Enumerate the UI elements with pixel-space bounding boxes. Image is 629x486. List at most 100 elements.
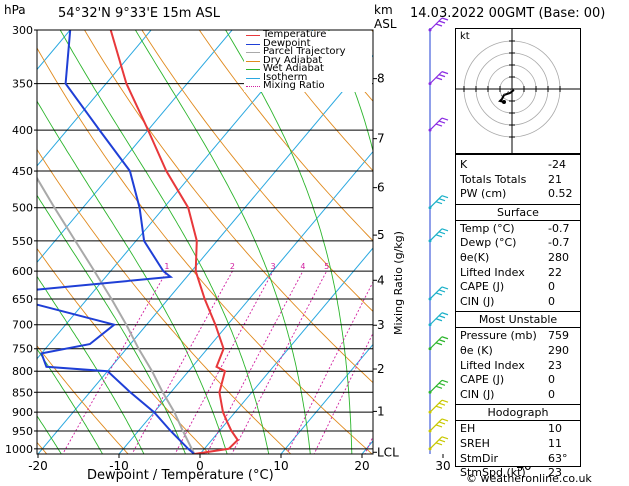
legend-label: Wet Adiabat [263,63,324,74]
pressure-tick-label: 1000 [5,443,33,456]
pressure-tick-label: 500 [12,202,33,215]
temperature-profile [109,30,240,454]
wind-barb [428,418,449,433]
pressure-tick-label: 350 [12,78,33,91]
hodograph-panel: kt [455,28,581,154]
isotherm-line [37,30,233,264]
pressure-tick-label: 750 [12,343,33,356]
row-value: 21 [548,172,562,186]
pressure-tick-label: 800 [12,365,33,378]
table-row: Temp (°C) -0.7 [456,221,580,236]
wind-barb [428,399,449,414]
section-header: Surface [456,203,580,221]
legend-swatch [246,52,260,53]
mixing-ratio-label: 5 [324,262,329,271]
temperature-tick-label: 10 [273,459,288,473]
mixing-ratio-axis-label: Mixing Ratio (g/kg) [392,231,405,335]
row-key: θe(K) [460,251,490,264]
pressure-tick-label: 700 [12,319,33,332]
table-row: CAPE (J) 0 [456,372,580,387]
row-key: PW (cm) [460,187,507,201]
table-row: StmDir 63° [456,451,580,466]
dry-adiabat-line [37,247,211,454]
table-row: K -24 [456,157,580,172]
legend-label: Dewpoint [263,37,311,49]
dewpoint-profile [37,30,195,454]
dry-adiabat-line [198,30,373,242]
row-key: K [460,158,468,171]
plot-frame [36,29,374,455]
table-row: CIN (J) 0 [456,387,580,402]
km-tick-label: 7 [377,132,385,146]
legend-item: Mixing Ratio [244,81,372,91]
mixing-ratio-label: 1 [164,262,169,271]
mixing-ratio-line [131,270,233,454]
legend-label: Temperature [263,29,327,40]
mixing-ratio-line [206,270,304,454]
wind-barb [428,195,449,210]
parcel-trajectory [37,176,196,454]
row-value: 0 [548,373,555,387]
row-value: 0 [548,280,555,294]
row-key: CAPE (J) [460,373,505,387]
pressure-tick-label: 300 [12,24,33,37]
legend-item: Wet Adiabat [244,63,372,74]
wind-barb [428,71,449,86]
temperature-tick-label: -10 [109,459,129,473]
row-key: StmDir [460,451,499,465]
table-row: Dewp (°C) -0.7 [456,235,580,250]
row-value: -0.7 [548,236,570,250]
mixing-ratio-line [364,435,373,454]
temperature-tick-label: -20 [28,459,48,473]
pressure-tick-label: 650 [12,293,33,306]
wet-adiabat-line [413,0,451,466]
row-key: Totals Totals [460,172,527,186]
row-value: 0 [548,294,555,308]
legend-item: Isotherm [244,72,372,83]
row-key: Temp (°C) [460,221,515,235]
pressure-tick-label: 600 [12,265,33,278]
wind-barb [428,228,449,243]
legend-swatch [246,60,260,62]
km-label: km [374,3,393,17]
wind-barbs [428,17,449,454]
mixing-ratio-line [231,270,328,454]
row-value: 759 [548,329,569,343]
row-value: 280 [548,251,569,264]
mixing-ratio-label: 8 [376,262,381,271]
table-row: θe(K) 280 [456,250,580,265]
temperature-tick-label: 20 [354,459,369,473]
isotherm-line [595,0,629,466]
row-value: 10 [548,422,562,436]
isotherm-line [280,343,373,454]
isotherm-line [118,150,373,454]
section-header: Most Unstable [456,311,580,329]
km-tick-label: 6 [377,181,385,195]
row-key: CIN (J) [460,294,495,308]
wet-adiabat-line [328,30,373,153]
legend-swatch [246,77,260,79]
legend-item: Dry Adiabat [244,54,372,66]
row-key: StmSpd (kt) [460,466,526,480]
hpa-label: hPa [4,3,26,17]
table-row: StmSpd (kt) 23 [456,465,580,480]
legend-label: Dry Adiabat [263,54,323,66]
isotherm-line [37,30,152,167]
row-key: θe (K) [460,344,493,357]
table-row: Totals Totals 21 [456,172,580,187]
hodograph-unit-label: kt [460,31,470,42]
pressure-tick-label: 400 [12,124,33,137]
row-value: 0 [548,387,555,401]
pressure-tick-label: 550 [12,235,33,248]
wind-barb [428,312,449,327]
info-table: K -24 Totals Totals 21 PW (cm) 0.52 Surface Te… [455,154,581,479]
section-header: Hodograph [456,404,580,422]
isotherm-line [37,54,373,454]
row-key: CAPE (J) [460,280,505,294]
legend-swatch [246,69,260,70]
row-value: 11 [548,437,562,450]
row-value: 23 [548,466,562,480]
wind-barb [428,379,449,394]
km-tick-label: 2 [377,362,385,376]
